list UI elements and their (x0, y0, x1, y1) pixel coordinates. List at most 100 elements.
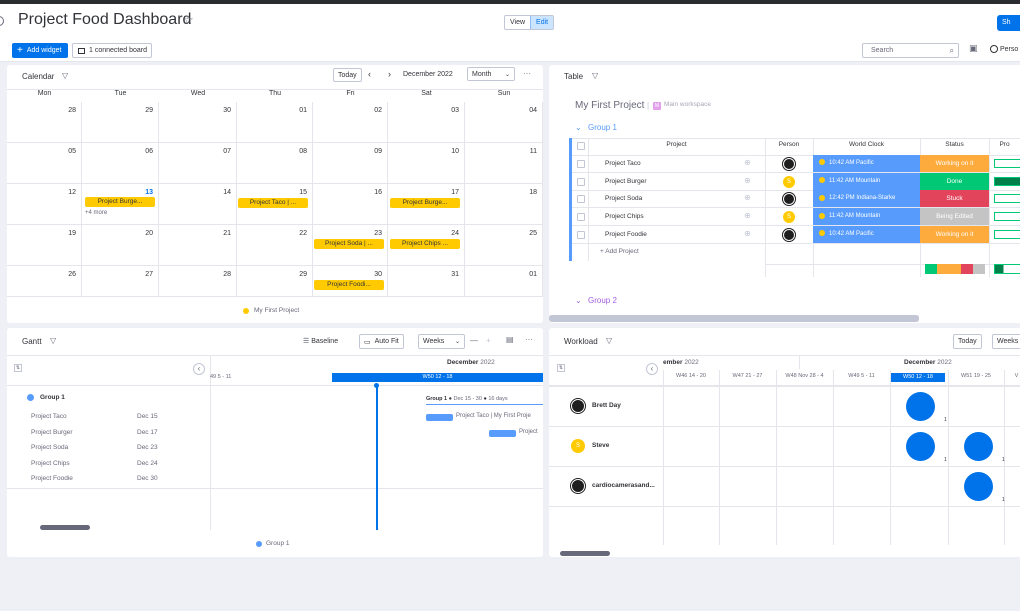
calendar-day-cell[interactable]: 30 (159, 102, 237, 143)
calendar-day-cell[interactable]: 27 (82, 266, 159, 297)
workload-person-name[interactable]: Brett Day (592, 402, 621, 409)
workload-avatar[interactable] (571, 399, 585, 413)
progress-cell[interactable] (994, 229, 1020, 239)
gantt-item-name[interactable]: Project Chips (31, 459, 70, 467)
filter-icon[interactable]: ▽ (62, 71, 69, 80)
calendar-day-cell[interactable]: 14 (159, 184, 237, 225)
add-update-icon[interactable]: ⊕ (744, 211, 751, 221)
filter-icon[interactable]: ▽ (50, 336, 57, 345)
calendar-day-cell[interactable]: 06 (82, 143, 159, 184)
row-checkbox[interactable] (577, 160, 585, 168)
more-options-icon[interactable]: ··· (525, 335, 533, 344)
world-clock-cell[interactable]: 11:42 AM Mountain (813, 172, 920, 190)
calendar-day-cell[interactable]: 13 (82, 184, 159, 225)
board-name[interactable]: My First Project (575, 100, 645, 111)
calendar-day-cell[interactable]: 29 (237, 266, 313, 297)
expand-icon[interactable]: ⇅ (14, 364, 22, 372)
collapse-icon[interactable] (0, 16, 4, 26)
calendar-day-cell[interactable]: 07 (159, 143, 237, 184)
share-button[interactable]: Sh (997, 15, 1020, 31)
select-all-checkbox[interactable] (577, 142, 585, 150)
calendar-day-cell[interactable]: 15 (237, 184, 313, 225)
workspace-name[interactable]: Main workspace (664, 101, 711, 108)
weeks-select[interactable]: Weeks ⌄ (418, 334, 465, 349)
gantt-bar-taco[interactable] (426, 414, 453, 421)
view-button[interactable]: View (510, 19, 526, 26)
person-avatar[interactable]: S (783, 211, 795, 224)
workload-scrollbar[interactable] (560, 551, 610, 556)
project-name[interactable]: Project Foodie (605, 230, 647, 238)
calendar-day-cell[interactable]: 09 (313, 143, 388, 184)
calendar-day-cell[interactable]: 11 (465, 143, 543, 184)
status-cell[interactable]: Working on it (920, 155, 989, 172)
progress-cell[interactable] (994, 194, 1020, 204)
row-checkbox[interactable] (577, 213, 585, 222)
column-header-clock[interactable]: World Clock (849, 141, 884, 148)
gantt-item-name[interactable]: Project Taco (31, 413, 67, 420)
horizontal-scrollbar-track[interactable] (549, 315, 919, 322)
autofit-button[interactable]: ▭ Auto Fit (359, 334, 404, 349)
status-cell[interactable]: Done (920, 172, 989, 190)
next-month-icon[interactable]: › (388, 69, 391, 79)
calendar-day-cell[interactable]: 03 (388, 102, 465, 143)
calendar-day-cell[interactable]: 28 (159, 266, 237, 297)
calendar-day-cell[interactable]: 10 (388, 143, 465, 184)
world-clock-cell[interactable]: 10:42 AM Pacific (813, 155, 920, 172)
calendar-event[interactable]: Project Burge... (85, 197, 155, 207)
calendar-day-cell[interactable]: 12 (7, 184, 82, 225)
filter-icon[interactable]: ▽ (592, 71, 599, 80)
person-avatar[interactable] (783, 228, 795, 241)
workload-bubble[interactable] (964, 472, 993, 501)
view-mode-select[interactable]: Month ⌄ (467, 67, 515, 81)
calendar-day-cell[interactable]: 24 (388, 225, 465, 266)
calendar-event[interactable]: Project Chips ... (390, 239, 460, 249)
world-clock-cell[interactable]: 10:42 AM Pacific (813, 225, 920, 243)
column-header-person[interactable]: Person (778, 141, 800, 148)
gantt-bar-burger[interactable] (489, 430, 516, 437)
gantt-item-name[interactable]: Project Foodie (31, 475, 73, 483)
progress-cell[interactable] (994, 159, 1020, 168)
workload-bubble[interactable] (906, 392, 935, 421)
save-icon[interactable]: ▣ (969, 43, 978, 53)
status-cell[interactable]: Stuck (920, 190, 989, 208)
more-events-link[interactable]: +4 more (85, 210, 108, 216)
zoom-out-icon[interactable]: — (470, 336, 478, 345)
group1-label[interactable]: Group 1 (588, 123, 617, 132)
world-clock-cell[interactable]: 12:42 PM Indiana-Starke (813, 190, 920, 208)
calendar-day-cell[interactable]: 01 (237, 102, 313, 143)
world-clock-cell[interactable]: 11:42 AM Mountain (813, 208, 920, 226)
today-button[interactable]: Today (333, 68, 362, 82)
row-checkbox[interactable] (577, 195, 585, 204)
calendar-day-cell[interactable]: 04 (465, 102, 543, 143)
project-name[interactable]: Project Taco (605, 160, 641, 167)
status-cell[interactable]: Working on it (920, 225, 989, 243)
calendar-day-cell[interactable]: 28 (7, 102, 82, 143)
today-button[interactable]: Today (953, 334, 982, 349)
add-update-icon[interactable]: ⊕ (744, 158, 751, 167)
favorite-star-icon[interactable]: ☆ (183, 13, 194, 27)
progress-cell[interactable] (994, 212, 1020, 222)
project-name[interactable]: Project Soda (605, 195, 643, 203)
workload-avatar[interactable] (571, 479, 585, 493)
progress-cell[interactable] (994, 176, 1020, 186)
workload-bubble[interactable] (906, 432, 935, 461)
workload-avatar[interactable]: S (571, 439, 585, 453)
column-header-status[interactable]: Status (945, 141, 964, 148)
gantt-scrollbar[interactable] (40, 525, 90, 530)
workload-person-name[interactable]: Steve (592, 442, 610, 449)
calendar-day-cell[interactable]: 23 (313, 225, 388, 266)
calendar-day-cell[interactable]: 01 (465, 266, 543, 297)
weeks-select[interactable]: Weeks (992, 334, 1020, 349)
edit-button[interactable]: Edit (530, 16, 554, 29)
group2-label[interactable]: Group 2 (588, 296, 617, 305)
prev-month-icon[interactable]: ‹ (368, 69, 371, 79)
calendar-day-cell[interactable]: 05 (7, 143, 82, 184)
calendar-day-cell[interactable]: 26 (7, 266, 82, 297)
person-avatar[interactable]: S (783, 175, 795, 188)
calendar-day-cell[interactable]: 29 (82, 102, 159, 143)
person-avatar[interactable] (783, 158, 795, 170)
calendar-day-cell[interactable]: 22 (237, 225, 313, 266)
add-update-icon[interactable]: ⊕ (744, 175, 751, 185)
collapse-panel-icon[interactable]: ‹ (646, 363, 658, 375)
calendar-event[interactable]: Project Burge... (390, 198, 460, 208)
